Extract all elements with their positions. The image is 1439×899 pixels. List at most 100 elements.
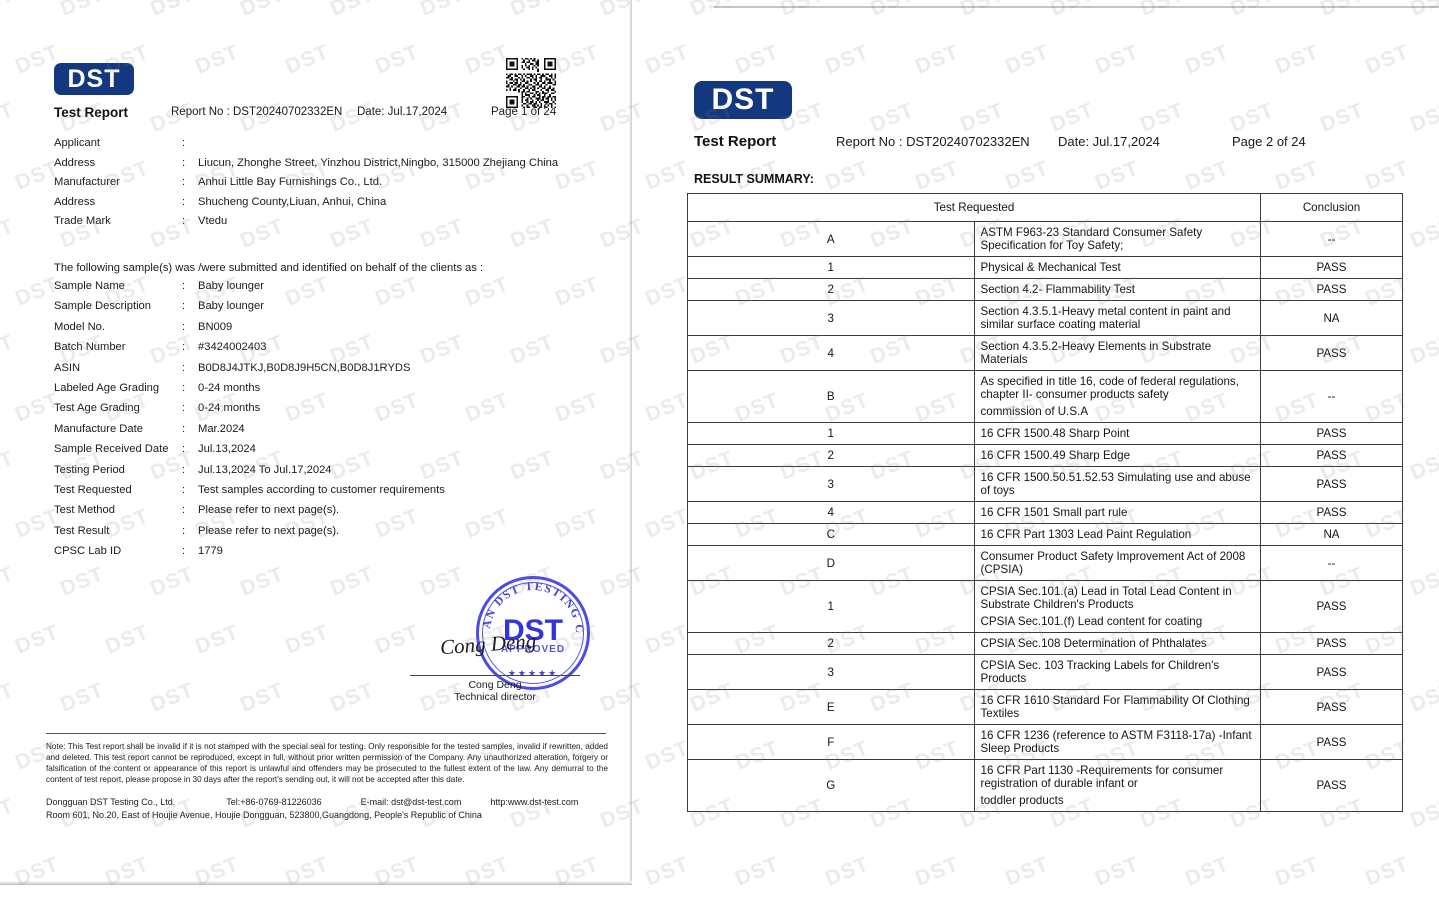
field-value: Anhui Little Bay Furnishings Co., Ltd. — [198, 176, 383, 189]
field-colon: : — [182, 382, 186, 394]
signatory-role: Technical director — [454, 691, 536, 703]
row-index: A — [687, 221, 975, 257]
dst-logo: DST — [694, 81, 792, 119]
field-value: 0-24 months — [198, 402, 261, 415]
table-row: 1 16 CFR 1500.48 Sharp Point PASS — [687, 422, 1403, 445]
row-conclusion: PASS — [1260, 632, 1403, 655]
row-conclusion: PASS — [1260, 278, 1403, 301]
field-colon: : — [182, 137, 186, 149]
field-value: Mar.2024 — [198, 422, 245, 435]
footer-contact-line: Dongguan DST Testing Co., Ltd. Tel:+86-0… — [46, 797, 578, 807]
footer-email[interactable]: E-mail: dst@dst-test.com — [360, 797, 462, 807]
field-value: 0-24 months — [198, 382, 261, 394]
row-test-line1: 16 CFR 1500.48 Sharp Point — [980, 427, 1130, 440]
signature-line — [410, 675, 580, 676]
row-index: 4 — [687, 335, 975, 371]
row-index: F — [687, 724, 975, 760]
page-title: Test Report — [54, 105, 129, 120]
row-index: 1 — [687, 422, 975, 445]
page-title: Test Report — [694, 133, 777, 150]
row-test-requested: CPSIA Sec.108 Determination of Phthalate… — [973, 632, 1261, 655]
field-colon: : — [182, 484, 186, 496]
row-conclusion: PASS — [1260, 335, 1403, 371]
row-conclusion: -- — [1260, 370, 1403, 423]
field-label: Test Age Grading — [54, 402, 140, 415]
footer-divider — [46, 733, 606, 734]
report-page-2: DST Test Report Report No : DST202407023… — [654, 0, 1439, 899]
report-date: Date: Jul.17,2024 — [1058, 134, 1160, 149]
row-index: E — [687, 689, 975, 725]
row-test-requested: 16 CFR 1501 Small part rule — [973, 501, 1261, 524]
field-colon: : — [182, 156, 186, 169]
row-test-line1: CPSIA Sec. 103 Tracking Labels for Child… — [980, 659, 1220, 685]
row-index: D — [687, 545, 975, 581]
field-value: Jul.13,2024 — [198, 443, 256, 456]
field-label: Applicant — [54, 137, 101, 149]
row-test-line1: 16 CFR 1610 Standard For Flammability Of… — [980, 694, 1250, 720]
column-header-test-requested: Test Requested — [687, 193, 1261, 222]
row-test-requested: 16 CFR Part 1303 Lead Paint Regulation — [973, 523, 1261, 546]
row-test-requested: CPSIA Sec.101.(a) Lead in Total Lead Con… — [973, 580, 1261, 633]
report-date: Date: Jul.17,2024 — [357, 106, 448, 118]
row-index: 2 — [687, 444, 975, 467]
table-row: 2 Section 4.2- Flammability Test PASS — [687, 278, 1403, 301]
row-conclusion: NA — [1260, 300, 1403, 336]
table-row: 2 16 CFR 1500.49 Sharp Edge PASS — [687, 444, 1403, 467]
stamp-inner-ring — [482, 582, 584, 684]
table-row: 1 CPSIA Sec.101.(a) Lead in Total Lead Co… — [687, 580, 1403, 633]
row-test-requested: Physical & Mechanical Test — [973, 256, 1261, 279]
field-value: Please refer to next page(s). — [198, 504, 340, 517]
row-conclusion: PASS — [1260, 654, 1403, 690]
row-index: 2 — [687, 278, 975, 301]
field-label: ASIN — [54, 361, 81, 374]
footer-note: Note: This Test report shall be invalid … — [46, 742, 608, 785]
table-row: 4 Section 4.3.5.2-Heavy Elements in Subst… — [687, 335, 1403, 371]
company-stamp: DONGGUAN DST TESTING CO., LTD. DST APPRO… — [476, 576, 590, 690]
footer-website[interactable]: http:www.dst-test.com — [490, 797, 579, 807]
row-test-line1: 16 CFR Part 1130 -Requirements for consu… — [980, 764, 1224, 790]
table-row: 3 CPSIA Sec. 103 Tracking Labels for Chil… — [687, 654, 1403, 690]
page-edge-shadow — [629, 0, 632, 885]
field-colon: : — [182, 524, 186, 537]
field-colon: : — [182, 320, 186, 333]
stamp-arc-text: DONGGUAN DST TESTING CO., LTD. — [476, 576, 584, 635]
field-label: Trade Mark — [54, 215, 111, 228]
row-test-line1: 16 CFR 1500.49 Sharp Edge — [980, 449, 1131, 462]
row-test-requested: 16 CFR 1610 Standard For Flammability Of… — [973, 689, 1261, 725]
field-value: Baby lounger — [198, 300, 264, 313]
page-bottom-shadow — [0, 881, 632, 885]
row-index: 1 — [687, 580, 975, 633]
field-value: Please refer to next page(s). — [198, 524, 340, 537]
field-value: Vtedu — [198, 215, 228, 228]
page-number: Page 2 of 24 — [1232, 134, 1306, 149]
field-label: Address — [54, 156, 96, 169]
row-test-line1: Physical & Mechanical Test — [980, 261, 1121, 274]
field-colon: : — [182, 422, 186, 435]
field-colon: : — [182, 195, 186, 208]
row-test-requested: 16 CFR Part 1130 -Requirements for consu… — [973, 759, 1261, 812]
field-label: Sample Description — [54, 300, 152, 313]
row-test-requested: 16 CFR 1500.50.51.52.53 Simulating use a… — [973, 466, 1261, 502]
table-row: A ASTM F963-23 Standard Consumer Safety S… — [687, 221, 1403, 257]
row-test-line1: Section 4.3.5.1-Heavy metal content in p… — [980, 305, 1231, 331]
field-label: Manufacture Date — [54, 422, 143, 435]
field-colon: : — [182, 341, 186, 354]
stamp-approved-text: APPROVED — [500, 644, 566, 655]
row-conclusion: PASS — [1260, 501, 1403, 524]
row-test-line1: As specified in title 16, code of federa… — [980, 375, 1239, 401]
field-colon: : — [182, 300, 186, 313]
field-label: Labeled Age Grading — [54, 382, 160, 394]
row-conclusion: PASS — [1260, 689, 1403, 725]
table-row: 3 Section 4.3.5.1-Heavy metal content in … — [687, 300, 1403, 336]
table-row: E 16 CFR 1610 Standard For Flammability O… — [687, 689, 1403, 725]
field-value: Jul.13,2024 To Jul.17,2024 — [198, 463, 332, 476]
row-test-requested: 16 CFR 1236 (reference to ASTM F3118-17a… — [973, 724, 1261, 760]
row-conclusion: PASS — [1260, 444, 1403, 467]
field-value: B0D8J4JTKJ,B0D8J9H5CN,B0D8J1RYDS — [198, 361, 411, 374]
row-index: 3 — [687, 300, 975, 336]
row-test-requested: Section 4.2- Flammability Test — [973, 278, 1261, 301]
field-label: Sample Received Date — [54, 443, 169, 456]
row-test-line1: 16 CFR 1236 (reference to ASTM F3118-17a… — [980, 729, 1252, 755]
row-test-line1: Consumer Product Safety Improvement Act … — [980, 550, 1246, 576]
table-row: 2 CPSIA Sec.108 Determination of Phthalat… — [687, 632, 1403, 655]
